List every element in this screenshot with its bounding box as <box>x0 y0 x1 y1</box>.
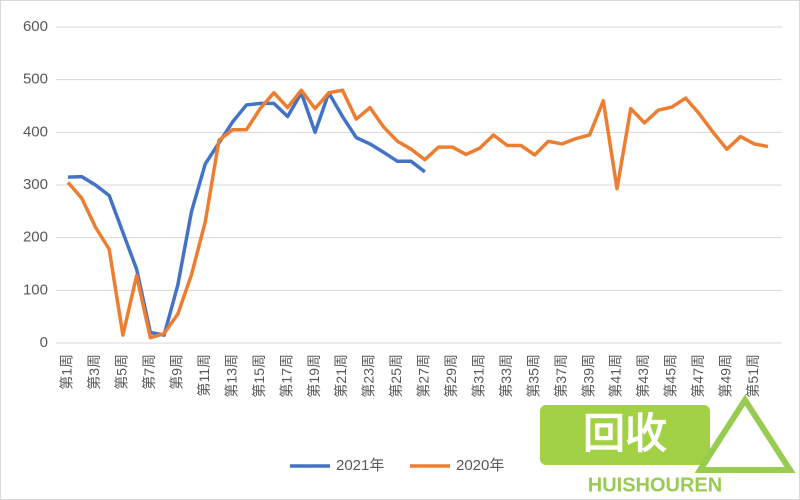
x-tick-label: 第31周 <box>470 354 486 398</box>
legend-label: 2021年 <box>336 457 384 474</box>
x-tick-label: 第1周 <box>59 354 75 390</box>
x-tick-label: 第33周 <box>498 354 514 398</box>
x-tick-label: 第43周 <box>635 354 651 398</box>
x-tick-label: 第25周 <box>388 354 404 398</box>
x-tick-label: 第45周 <box>663 354 679 398</box>
series-line <box>66 88 769 340</box>
legend-label: 2020年 <box>456 457 504 474</box>
y-tick-label: 300 <box>23 176 48 193</box>
x-tick-label: 第35周 <box>525 354 541 398</box>
y-tick-label: 600 <box>23 18 48 35</box>
y-tick-label: 100 <box>23 281 48 298</box>
y-tick-label: 500 <box>23 71 48 88</box>
series-line <box>67 91 426 337</box>
x-tick-label: 第9周 <box>169 354 185 390</box>
watermark-icon <box>694 394 796 473</box>
x-tick-label: 第51周 <box>745 354 761 398</box>
x-tick-label: 第27周 <box>416 354 432 398</box>
x-tick-label: 第13周 <box>223 354 239 398</box>
x-tick-label: 第37周 <box>553 354 569 398</box>
y-tick-label: 0 <box>40 334 48 351</box>
x-tick-label: 第19周 <box>306 354 322 398</box>
x-tick-label: 第5周 <box>114 354 130 390</box>
x-tick-label: 第39周 <box>580 354 596 398</box>
y-tick-label: 400 <box>23 123 48 140</box>
x-tick-label: 第23周 <box>361 354 377 398</box>
x-tick-label: 第11周 <box>196 354 212 397</box>
y-tick-label: 200 <box>23 229 48 246</box>
x-tick-label: 第47周 <box>690 354 706 398</box>
x-tick-label: 第15周 <box>251 354 267 398</box>
watermark: 回收 HUISHOUREN <box>540 394 796 496</box>
x-tick-label: 第17周 <box>278 354 294 398</box>
x-tick-label: 第49周 <box>718 354 734 398</box>
watermark-subtext: HUISHOUREN <box>588 474 722 496</box>
x-tick-label: 第21周 <box>333 354 349 398</box>
watermark-badge <box>540 405 710 465</box>
x-tick-label: 第41周 <box>608 354 624 398</box>
watermark-text: 回收 <box>583 410 667 457</box>
x-tick-label: 第7周 <box>141 354 157 390</box>
x-tick-label: 第29周 <box>443 354 459 398</box>
x-tick-label: 第3周 <box>86 354 102 390</box>
